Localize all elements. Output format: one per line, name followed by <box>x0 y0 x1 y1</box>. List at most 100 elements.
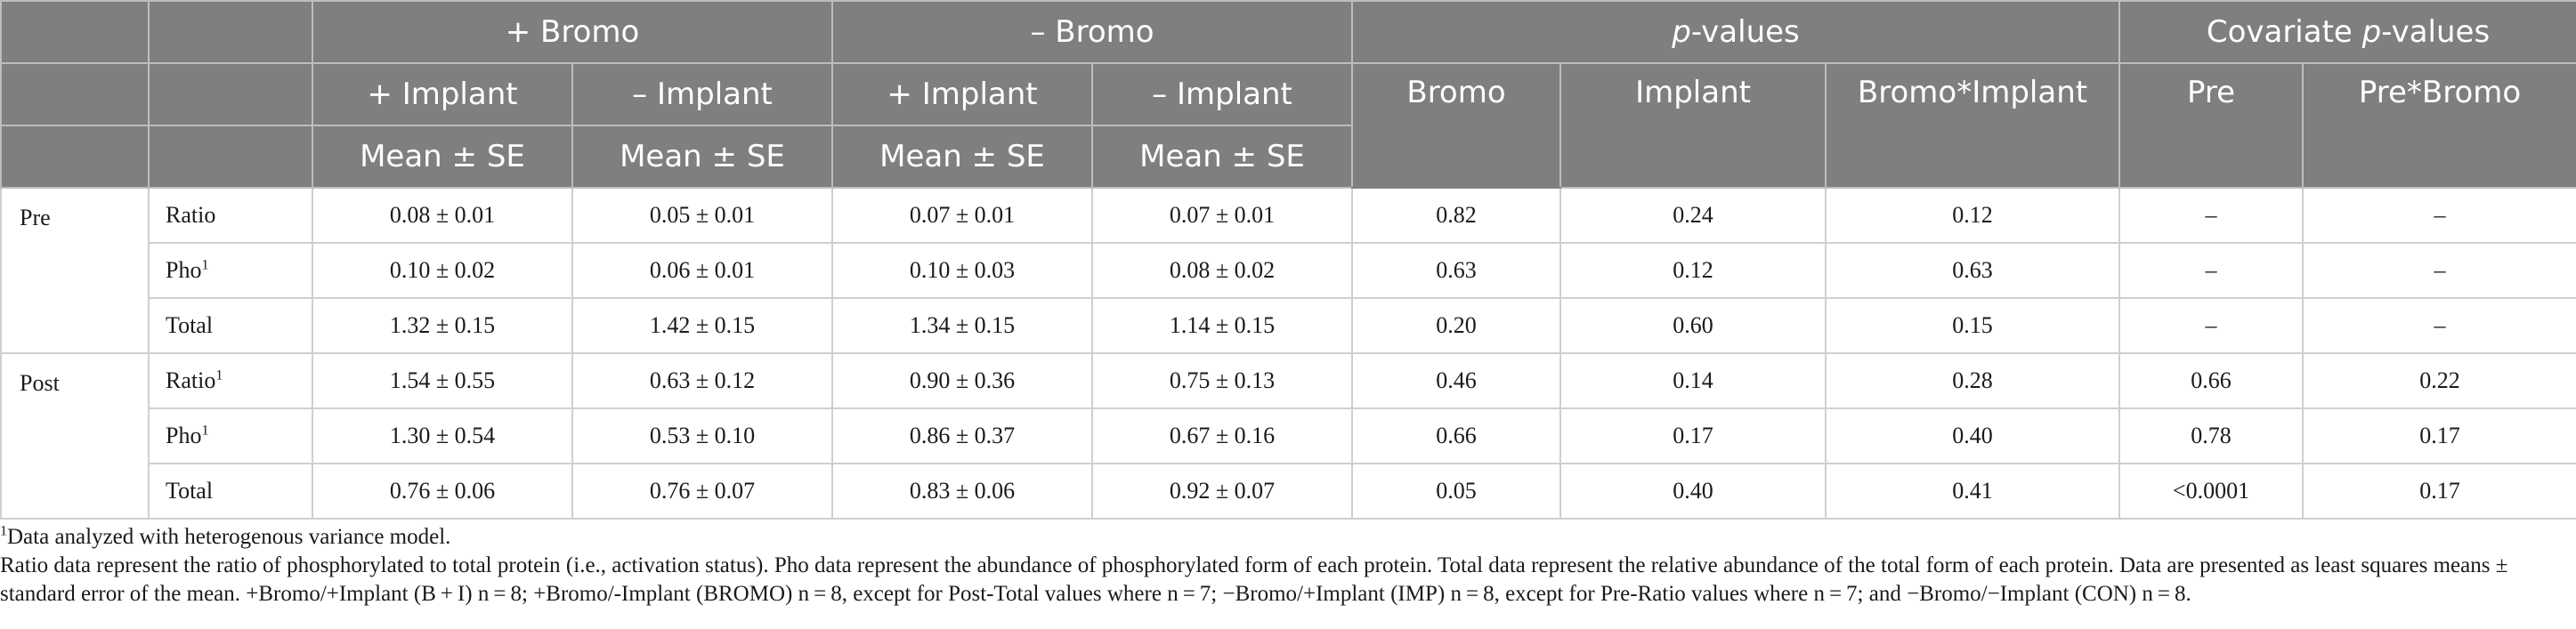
header-blank-cell <box>148 125 313 189</box>
table-cell: 0.66 <box>1351 407 1562 464</box>
header-blank-cell <box>148 0 313 64</box>
sub-header: Bromo <box>1351 62 1562 189</box>
table-cell: 0.90 ± 0.36 <box>831 352 1094 409</box>
table-cell: – <box>2302 187 2576 244</box>
table-cell: 0.63 <box>1825 242 2121 299</box>
group-header-minus-bromo: – Bromo <box>831 0 1354 64</box>
table-row: Pho1 1.30 ± 0.54 0.53 ± 0.10 0.86 ± 0.37… <box>1 407 2576 464</box>
table-cell: 1.42 ± 0.15 <box>571 297 834 354</box>
table-cell: 0.12 <box>1559 242 1827 299</box>
row-label-text: Ratio <box>166 367 216 393</box>
header-blank-cell <box>0 0 150 64</box>
table-cell: – <box>2118 242 2305 299</box>
table-cell: 0.41 <box>1825 463 2121 520</box>
header-row-groups: + Bromo – Bromo p-values Covariate p-val… <box>0 0 2576 64</box>
table-cell: 0.07 ± 0.01 <box>1091 187 1354 244</box>
table-cell: 0.40 <box>1559 463 1827 520</box>
sub-header: – Implant <box>571 62 834 126</box>
row-label-text: Ratio <box>166 202 216 228</box>
header-blank-cell <box>148 62 313 126</box>
table-cell: 0.92 ± 0.07 <box>1091 463 1354 520</box>
row-label-text: Pho <box>166 423 202 448</box>
header-blank-cell <box>0 125 150 189</box>
sub-header: Bromo*Implant <box>1825 62 2121 189</box>
p-italic: p <box>1672 14 1691 50</box>
row-label: Total <box>148 463 313 520</box>
table-cell: 0.46 <box>1351 352 1562 409</box>
table-cell: 0.08 ± 0.02 <box>1091 242 1354 299</box>
table-cell: 0.07 ± 0.01 <box>831 187 1094 244</box>
table-cell: 1.30 ± 0.54 <box>312 407 573 464</box>
p-values-rest: -values <box>1690 14 1800 50</box>
footnote: 1Data analyzed with heterogenous varianc… <box>0 523 2555 552</box>
table-cell: 0.66 <box>2118 352 2305 409</box>
table-row: Total 0.76 ± 0.06 0.76 ± 0.07 0.83 ± 0.0… <box>1 463 2576 520</box>
group-header-covariate-p-values: Covariate p-values <box>2118 0 2576 64</box>
table-cell: 0.05 <box>1351 463 1562 520</box>
row-label: Pho1 <box>148 242 313 299</box>
table-cell: 0.63 ± 0.12 <box>571 352 834 409</box>
row-group-label: Pre <box>0 187 150 354</box>
table-cell: – <box>2302 242 2576 299</box>
table-cell: 0.05 ± 0.01 <box>571 187 834 244</box>
table-cell: 0.06 ± 0.01 <box>571 242 834 299</box>
table-cell: 0.82 <box>1351 187 1562 244</box>
sub-header: Pre <box>2118 62 2305 189</box>
table-cell: 0.75 ± 0.13 <box>1091 352 1354 409</box>
row-label: Ratio <box>148 187 313 244</box>
row-label-text: Total <box>166 478 214 504</box>
table-cell: 0.17 <box>2302 463 2576 520</box>
table-cell: – <box>2118 187 2305 244</box>
covariate-rest: -values <box>2381 14 2491 50</box>
table-cell: 0.76 ± 0.06 <box>312 463 573 520</box>
footnote-marker: 1 <box>215 367 223 383</box>
header-blank-cell <box>0 62 150 126</box>
stat-header: Mean ± SE <box>1091 125 1354 189</box>
group-header-p-values: p-values <box>1351 0 2121 64</box>
row-label-text: Total <box>166 312 214 338</box>
footnote-marker: 1 <box>0 523 7 539</box>
row-label: Ratio1 <box>148 352 313 409</box>
table-cell: – <box>2302 297 2576 354</box>
table-row: Pre Ratio 0.08 ± 0.01 0.05 ± 0.01 0.07 ±… <box>0 187 2576 354</box>
table-row: Post Ratio1 1.54 ± 0.55 0.63 ± 0.12 0.90… <box>0 352 2576 520</box>
stat-header: Mean ± SE <box>571 125 834 189</box>
table-cell: 0.17 <box>1559 407 1827 464</box>
stat-header: Mean ± SE <box>312 125 573 189</box>
table-cell: 0.60 <box>1559 297 1827 354</box>
table-cell: 0.53 ± 0.10 <box>571 407 834 464</box>
table-cell: 0.28 <box>1825 352 2121 409</box>
row-label: Total <box>148 297 313 354</box>
table-cell: 0.15 <box>1825 297 2121 354</box>
table-cell: 0.14 <box>1559 352 1827 409</box>
table-cell: 0.67 ± 0.16 <box>1091 407 1354 464</box>
sub-header: – Implant <box>1091 62 1354 126</box>
table-cell: 1.54 ± 0.55 <box>312 352 573 409</box>
covariate-p-italic: p <box>2361 14 2382 50</box>
table-cell: 1.32 ± 0.15 <box>312 297 573 354</box>
stat-header: Mean ± SE <box>831 125 1094 189</box>
table-cell: 1.34 ± 0.15 <box>831 297 1094 354</box>
table-cell: 0.08 ± 0.01 <box>312 187 573 244</box>
table-row: Pho1 0.10 ± 0.02 0.06 ± 0.01 0.10 ± 0.03… <box>1 242 2576 299</box>
header-row-sub: + Implant – Implant + Implant – Implant … <box>0 62 2576 189</box>
row-label-text: Pho <box>166 257 202 283</box>
table-cell: 0.10 ± 0.02 <box>312 242 573 299</box>
footnote-text: Data analyzed with heterogenous variance… <box>7 525 451 549</box>
table-cell: 0.83 ± 0.06 <box>831 463 1094 520</box>
table-description: Ratio data represent the ratio of phosph… <box>0 553 2508 606</box>
table-cell: 0.63 <box>1351 242 1562 299</box>
sub-header: + Implant <box>831 62 1094 126</box>
table-cell: 0.22 <box>2302 352 2576 409</box>
table-cell: 0.24 <box>1559 187 1827 244</box>
data-table: + Bromo – Bromo p-values Covariate p-val… <box>0 0 2576 520</box>
sub-header: + Implant <box>312 62 573 126</box>
covariate-prefix: Covariate <box>2206 14 2362 50</box>
header-row-stat: Mean ± SE Mean ± SE Mean ± SE Mean ± SE <box>0 125 2576 189</box>
group-header-plus-bromo: + Bromo <box>311 0 834 64</box>
table-cell: <0.0001 <box>2118 463 2305 520</box>
table-cell: 0.20 <box>1351 297 1562 354</box>
table-cell: 0.12 <box>1825 187 2121 244</box>
table-cell: 0.76 ± 0.07 <box>571 463 834 520</box>
footnote-marker: 1 <box>201 423 209 439</box>
